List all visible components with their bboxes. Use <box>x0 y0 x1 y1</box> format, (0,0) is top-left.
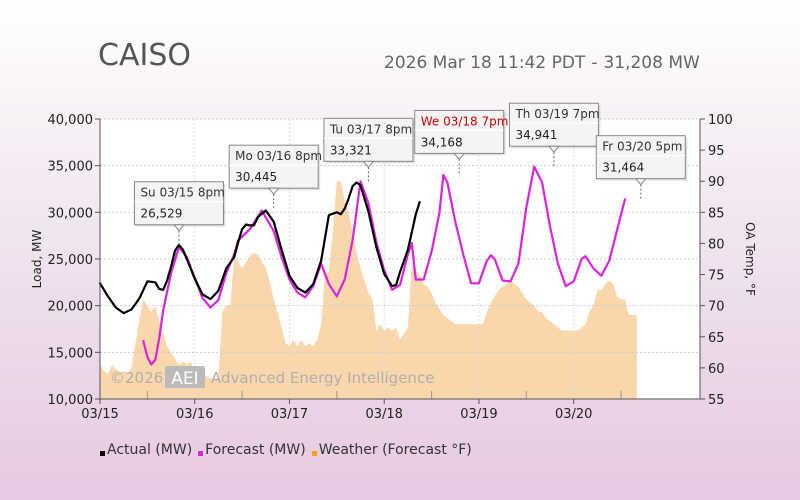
y2-tick-label: 70 <box>708 300 725 315</box>
callout-label: Mo 03/16 8pm <box>235 149 322 163</box>
y2-tick-label: 85 <box>708 206 725 221</box>
x-tick-label: 03/20 <box>555 407 592 422</box>
axis-layer: 10,000 15,000 20,000 25,000 30,000 35,000 40,0… <box>30 113 757 422</box>
callout-value: 34,168 <box>421 135 463 149</box>
actual-line-layer <box>98 181 421 315</box>
watermark-copyright: ©2026 <box>110 369 163 387</box>
y2-tick-label: 60 <box>708 362 725 377</box>
peak-callout: Fr 03/20 5pm 31,464 <box>595 135 688 199</box>
peak-callout: Th 03/19 7pm 34,941 <box>508 102 601 167</box>
legend-swatch-weather <box>311 450 317 456</box>
y-tick-label: 20,000 <box>48 300 94 315</box>
watermark-logo: AEI <box>171 369 198 389</box>
separator: - <box>591 53 598 73</box>
callout-value: 33,321 <box>330 143 372 157</box>
peak-callout: We 03/18 7pm 34,168 <box>414 109 509 174</box>
callout-label: Fr 03/20 5pm <box>602 140 682 154</box>
callout-pointer <box>547 145 561 153</box>
peak-annotations: Su 03/15 8pm 26,529 Mo 03/16 8pm 30,445 Tu 0… <box>133 102 688 245</box>
callout-value: 26,529 <box>140 207 182 221</box>
x-tick-label: 03/17 <box>271 407 308 422</box>
legend-item-weather[interactable]: Weather (Forecast °F) <box>311 442 472 458</box>
peak-callout: Mo 03/16 8pm 30,445 <box>228 144 322 209</box>
watermark-logo-box <box>165 366 205 388</box>
y-tick-label: 10,000 <box>48 393 94 408</box>
y2-axis-title: OA Temp, °F <box>743 222 757 296</box>
y2-tick-label: 75 <box>708 269 725 284</box>
timestamp: 2026 Mar 18 11:42 PDT <box>384 53 586 73</box>
legend-label-forecast: Forecast (MW) <box>205 442 306 458</box>
legend-label-weather: Weather (Forecast °F) <box>318 442 472 458</box>
callout-value: 34,941 <box>515 128 557 142</box>
x-tick-label: 03/16 <box>176 407 213 422</box>
x-tick-label: 03/15 <box>81 407 118 422</box>
callout-pointer <box>267 187 280 195</box>
legend-item-actual[interactable]: Actual (MW) <box>100 442 192 458</box>
callout-pointer <box>453 152 466 161</box>
x-tick-label: 03/19 <box>460 407 497 422</box>
watermark: ©2026 AEI Advanced Energy Intelligence <box>110 366 434 389</box>
legend-swatch-forecast <box>198 450 204 456</box>
current-status: 2026 Mar 18 11:42 PDT -31,208 MW <box>384 53 700 73</box>
y2-tick-label: 100 <box>708 113 733 128</box>
legend-swatch-actual <box>100 450 105 456</box>
forecast-line <box>142 165 627 366</box>
weather-area <box>100 181 637 399</box>
x-tick-label: 03/18 <box>365 407 402 422</box>
callout-box <box>323 117 414 162</box>
current-load: 31,208 MW <box>603 53 700 73</box>
callout-pointer <box>172 224 186 232</box>
watermark-company: Advanced Energy Intelligence <box>211 369 434 387</box>
y2-tick-label: 55 <box>708 393 725 408</box>
callout-label: Tu 03/17 8pm <box>329 122 412 136</box>
y2-tick-label: 80 <box>708 237 725 252</box>
peak-callout: Tu 03/17 8pm 33,321 <box>323 117 415 182</box>
callout-label: Th 03/19 7pm <box>514 107 599 121</box>
y-tick-label: 40,000 <box>48 113 94 128</box>
callout-label: We 03/18 7pm <box>421 114 509 128</box>
peak-callout: Su 03/15 8pm 26,529 <box>133 181 226 245</box>
y-tick-label: 15,000 <box>48 346 94 361</box>
legend: Actual (MW) Forecast (MW) Weather (Forec… <box>100 442 478 458</box>
y2-tick-label: 95 <box>708 144 725 159</box>
callout-box <box>414 109 505 154</box>
callout-pointer <box>634 178 647 186</box>
callout-pointer <box>362 160 375 169</box>
actual-line <box>98 181 421 315</box>
callout-box <box>508 102 599 147</box>
callout-label: Su 03/15 8pm <box>140 186 224 200</box>
forecast-line-layer <box>142 165 627 366</box>
callout-box <box>133 181 224 226</box>
legend-label-actual: Actual (MW) <box>107 442 193 458</box>
y2-tick-label: 65 <box>708 331 725 346</box>
legend-item-forecast[interactable]: Forecast (MW) <box>198 442 306 458</box>
y-tick-label: 30,000 <box>48 206 94 221</box>
callout-value: 31,464 <box>602 161 644 175</box>
y2-tick-label: 90 <box>708 175 725 190</box>
y-tick-label: 25,000 <box>48 253 94 268</box>
y-axis-title: Load, MW <box>30 230 44 289</box>
page-title: CAISO <box>98 38 191 73</box>
callout-value: 30,445 <box>235 170 277 184</box>
y-tick-label: 35,000 <box>48 160 94 175</box>
